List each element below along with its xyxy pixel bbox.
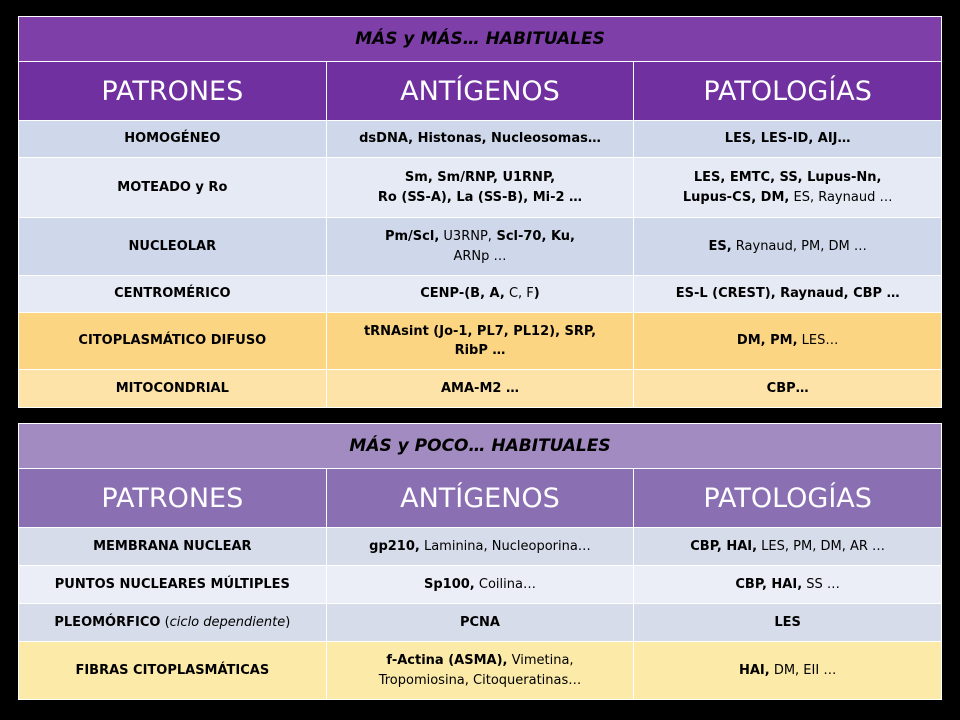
antigens-cell: tRNAsint (Jo-1, PL7, PL12), SRP, RibP … <box>325 312 635 370</box>
antigens-bold: gp210, <box>369 538 420 554</box>
antigens-regular: Coilina… <box>474 576 536 592</box>
pattern-cell: FIBRAS CITOPLASMÁTICAS <box>18 641 327 700</box>
antigens-regular: Laminina, Nucleoporina… <box>419 538 591 554</box>
antigens-cell: AMA-M2 … <box>325 369 635 408</box>
pathologies-cell: DM, PM, LES… <box>633 312 942 370</box>
pathologies-bold: CBP, HAI, <box>735 576 803 592</box>
antigens-bold: CENP-(B, A, <box>420 286 505 302</box>
antigens-bold: Sp100, <box>424 576 475 592</box>
pathologies-regular: SS … <box>802 576 840 592</box>
pathologies-cell: ES, Raynaud, PM, DM … <box>633 217 942 276</box>
pathologies-bold: DM, PM, <box>736 333 798 349</box>
antigens-line: f-Actina (ASMA), Vimetina, <box>333 651 628 671</box>
pathologies-regular: Raynaud, PM, DM … <box>731 238 867 254</box>
antigens-cell: PCNA <box>325 603 635 642</box>
pathologies-bold: HAI, <box>738 662 770 678</box>
antigens-line: ARNp … <box>453 248 507 264</box>
table-row: MITOCONDRIAL AMA-M2 … CBP… <box>18 369 942 408</box>
pathologies-line: Lupus-CS, DM, ES, Raynaud … <box>640 188 935 208</box>
pattern-paren: ( <box>160 614 170 630</box>
pathologies-regular: DM, EII … <box>769 662 837 678</box>
antigens-bold: ) <box>533 286 540 302</box>
table-row: CENTROMÉRICO CENP-(B, A, C, F) ES-L (CRE… <box>18 275 942 313</box>
antigens-regular: U3RNP, <box>439 229 492 244</box>
header-antigens: ANTÍGENOS <box>325 468 635 528</box>
antigens-regular: C, F <box>504 286 534 302</box>
antigens-line: tRNAsint (Jo-1, PL7, PL12), SRP, <box>363 323 597 339</box>
antigens-cell: f-Actina (ASMA), Vimetina, Tropomiosina,… <box>325 641 635 700</box>
pathologies-cell: HAI, DM, EII … <box>633 641 942 700</box>
antigens-line: Ro (SS-A), La (SS-B), Mi-2 … <box>377 189 583 205</box>
table-row: CITOPLASMÁTICO DIFUSO tRNAsint (Jo-1, PL… <box>18 312 942 370</box>
pattern-cell: PLEOMÓRFICO (ciclo dependiente) <box>18 603 327 642</box>
antigens-line: Sm, Sm/RNP, U1RNP, <box>404 170 556 185</box>
pattern-bold: PLEOMÓRFICO <box>54 614 161 630</box>
header-row: PATRONES ANTÍGENOS PATOLOGÍAS <box>18 468 942 528</box>
uncommon-patterns-table: MÁS y POCO… HABITUALES PATRONES ANTÍGENO… <box>18 423 942 700</box>
common-patterns-table: MÁS y MÁS… HABITUALES PATRONES ANTÍGENOS… <box>18 16 942 408</box>
antigens-line: Tropomiosina, Citoqueratinas… <box>378 672 582 688</box>
header-antigens: ANTÍGENOS <box>325 61 635 121</box>
pathologies-bold: ES, <box>708 238 732 254</box>
pattern-note: ciclo dependiente <box>169 614 286 630</box>
pathologies-bold: CBP, HAI, <box>690 538 758 554</box>
antigens-line: RibP … <box>454 343 506 358</box>
pathologies-cell: LES, LES-ID, AIJ… <box>633 120 942 158</box>
pattern-cell: PUNTOS NUCLEARES MÚLTIPLES <box>18 565 327 604</box>
antigens-cell: CENP-(B, A, C, F) <box>325 275 635 313</box>
pathologies-cell: CBP… <box>633 369 942 408</box>
antigens-cell: Sm, Sm/RNP, U1RNP, Ro (SS-A), La (SS-B),… <box>325 157 635 218</box>
table-title: MÁS y POCO… HABITUALES <box>18 423 942 469</box>
pattern-cell: MITOCONDRIAL <box>18 369 327 408</box>
pattern-cell: CITOPLASMÁTICO DIFUSO <box>18 312 327 370</box>
table-row: HOMOGÉNEO dsDNA, Histonas, Nucleosomas… … <box>18 120 942 158</box>
table-row: PLEOMÓRFICO (ciclo dependiente) PCNA LES <box>18 603 942 642</box>
table-row: PUNTOS NUCLEARES MÚLTIPLES Sp100, Coilin… <box>18 565 942 604</box>
pattern-cell: MOTEADO y Ro <box>18 157 327 218</box>
header-pathologies: PATOLOGÍAS <box>633 468 942 528</box>
pathologies-line: LES, EMTC, SS, Lupus-Nn, <box>693 170 882 185</box>
table-row: NUCLEOLAR Pm/Scl, U3RNP, Scl-70, Ku, ARN… <box>18 217 942 276</box>
pathologies-cell: CBP, HAI, SS … <box>633 565 942 604</box>
pattern-cell: CENTROMÉRICO <box>18 275 327 313</box>
pathologies-bold: Lupus-CS, DM, <box>682 189 790 205</box>
antigens-regular: Vimetina, <box>507 653 574 668</box>
pathologies-cell: CBP, HAI, LES, PM, DM, AR … <box>633 527 942 566</box>
antigens-bold: f-Actina (ASMA), <box>386 653 508 668</box>
table-row: MOTEADO y Ro Sm, Sm/RNP, U1RNP, Ro (SS-A… <box>18 157 942 218</box>
header-patterns: PATRONES <box>18 468 327 528</box>
antigens-cell: Pm/Scl, U3RNP, Scl-70, Ku, ARNp … <box>325 217 635 276</box>
table-title-row: MÁS y POCO… HABITUALES <box>18 423 942 469</box>
pattern-cell: NUCLEOLAR <box>18 217 327 276</box>
pathologies-cell: LES, EMTC, SS, Lupus-Nn, Lupus-CS, DM, E… <box>633 157 942 218</box>
pathologies-cell: LES <box>633 603 942 642</box>
pathologies-regular: LES, PM, DM, AR … <box>757 538 886 554</box>
table-row: FIBRAS CITOPLASMÁTICAS f-Actina (ASMA), … <box>18 641 942 700</box>
antigens-bold: Scl-70, Ku, <box>491 229 575 244</box>
header-pathologies: PATOLOGÍAS <box>633 61 942 121</box>
table-row: MEMBRANA NUCLEAR gp210, Laminina, Nucleo… <box>18 527 942 566</box>
antigens-cell: gp210, Laminina, Nucleoporina… <box>325 527 635 566</box>
table-title: MÁS y MÁS… HABITUALES <box>18 16 942 62</box>
pathologies-regular: ES, Raynaud … <box>789 189 893 205</box>
pattern-cell: MEMBRANA NUCLEAR <box>18 527 327 566</box>
pathologies-cell: ES-L (CREST), Raynaud, CBP … <box>633 275 942 313</box>
pattern-paren: ) <box>285 614 291 630</box>
pathologies-regular: LES… <box>797 333 839 349</box>
antigens-cell: dsDNA, Histonas, Nucleosomas… <box>325 120 635 158</box>
antigens-bold: Pm/Scl, <box>384 229 440 244</box>
header-row: PATRONES ANTÍGENOS PATOLOGÍAS <box>18 61 942 121</box>
antigens-cell: Sp100, Coilina… <box>325 565 635 604</box>
antigens-line: Pm/Scl, U3RNP, Scl-70, Ku, <box>333 227 628 247</box>
table-title-row: MÁS y MÁS… HABITUALES <box>18 16 942 62</box>
pattern-cell: HOMOGÉNEO <box>18 120 327 158</box>
header-patterns: PATRONES <box>18 61 327 121</box>
